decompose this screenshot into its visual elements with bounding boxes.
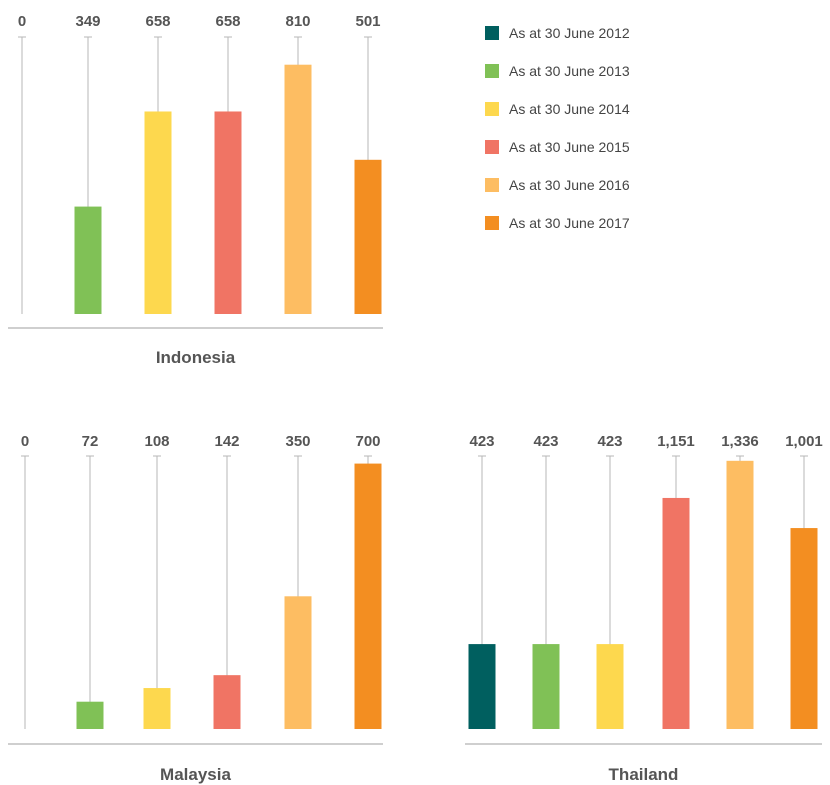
legend-label: As at 30 June 2016 xyxy=(509,177,630,193)
legend-swatch xyxy=(485,178,499,192)
value-label: 1,151 xyxy=(657,433,695,450)
value-label: 700 xyxy=(355,433,380,450)
value-label: 658 xyxy=(145,13,170,30)
bar xyxy=(284,596,312,729)
thailand-label: Thailand xyxy=(609,765,679,784)
value-label: 349 xyxy=(75,13,100,30)
legend-label: As at 30 June 2015 xyxy=(509,139,630,155)
legend-label: As at 30 June 2012 xyxy=(509,25,630,41)
bar xyxy=(214,111,242,314)
legend-swatch xyxy=(485,140,499,154)
legend-label: As at 30 June 2013 xyxy=(509,63,630,79)
legend-swatch xyxy=(485,102,499,116)
value-label: 142 xyxy=(214,433,239,450)
bar xyxy=(532,644,560,729)
indonesia-chart: 0 349 658 658 810 501 Indonesia xyxy=(8,13,383,367)
legend-item: As at 30 June 2017 xyxy=(485,204,630,242)
legend-item: As at 30 June 2013 xyxy=(485,52,630,90)
value-label: 658 xyxy=(215,13,240,30)
legend-item: As at 30 June 2014 xyxy=(485,90,630,128)
bar xyxy=(144,111,172,314)
bar xyxy=(354,159,382,314)
value-label: 501 xyxy=(355,13,380,30)
bar xyxy=(662,497,690,729)
malaysia-label: Malaysia xyxy=(160,765,231,784)
legend-label: As at 30 June 2014 xyxy=(509,101,630,117)
value-label: 1,336 xyxy=(721,433,759,450)
value-label: 72 xyxy=(82,433,99,450)
bar xyxy=(76,701,104,729)
bar xyxy=(790,528,818,729)
bar xyxy=(726,460,754,729)
value-label: 423 xyxy=(597,433,622,450)
legend-item: As at 30 June 2016 xyxy=(485,166,630,204)
bar xyxy=(354,463,382,729)
thailand-chart: 423 423 423 1,151 1,336 1,001 Thailand xyxy=(465,433,823,784)
bar xyxy=(143,688,171,729)
value-label: 810 xyxy=(285,13,310,30)
bar xyxy=(213,675,241,729)
bar xyxy=(468,644,496,729)
legend-swatch xyxy=(485,216,499,230)
legend-swatch xyxy=(485,26,499,40)
legend-item: As at 30 June 2015 xyxy=(485,128,630,166)
bar xyxy=(74,206,102,314)
legend-swatch xyxy=(485,64,499,78)
bar xyxy=(596,644,624,729)
value-label: 350 xyxy=(285,433,310,450)
value-label: 0 xyxy=(18,13,26,30)
malaysia-chart: 0 72 108 142 350 700 Malaysia xyxy=(8,433,383,784)
bar xyxy=(284,64,312,314)
legend: As at 30 June 2012 As at 30 June 2013 As a… xyxy=(485,14,630,242)
indonesia-label: Indonesia xyxy=(156,348,236,367)
value-label: 1,001 xyxy=(785,433,823,450)
legend-item: As at 30 June 2012 xyxy=(485,14,630,52)
value-label: 108 xyxy=(144,433,169,450)
value-label: 0 xyxy=(21,433,29,450)
legend-label: As at 30 June 2017 xyxy=(509,215,630,231)
value-label: 423 xyxy=(469,433,494,450)
value-label: 423 xyxy=(533,433,558,450)
